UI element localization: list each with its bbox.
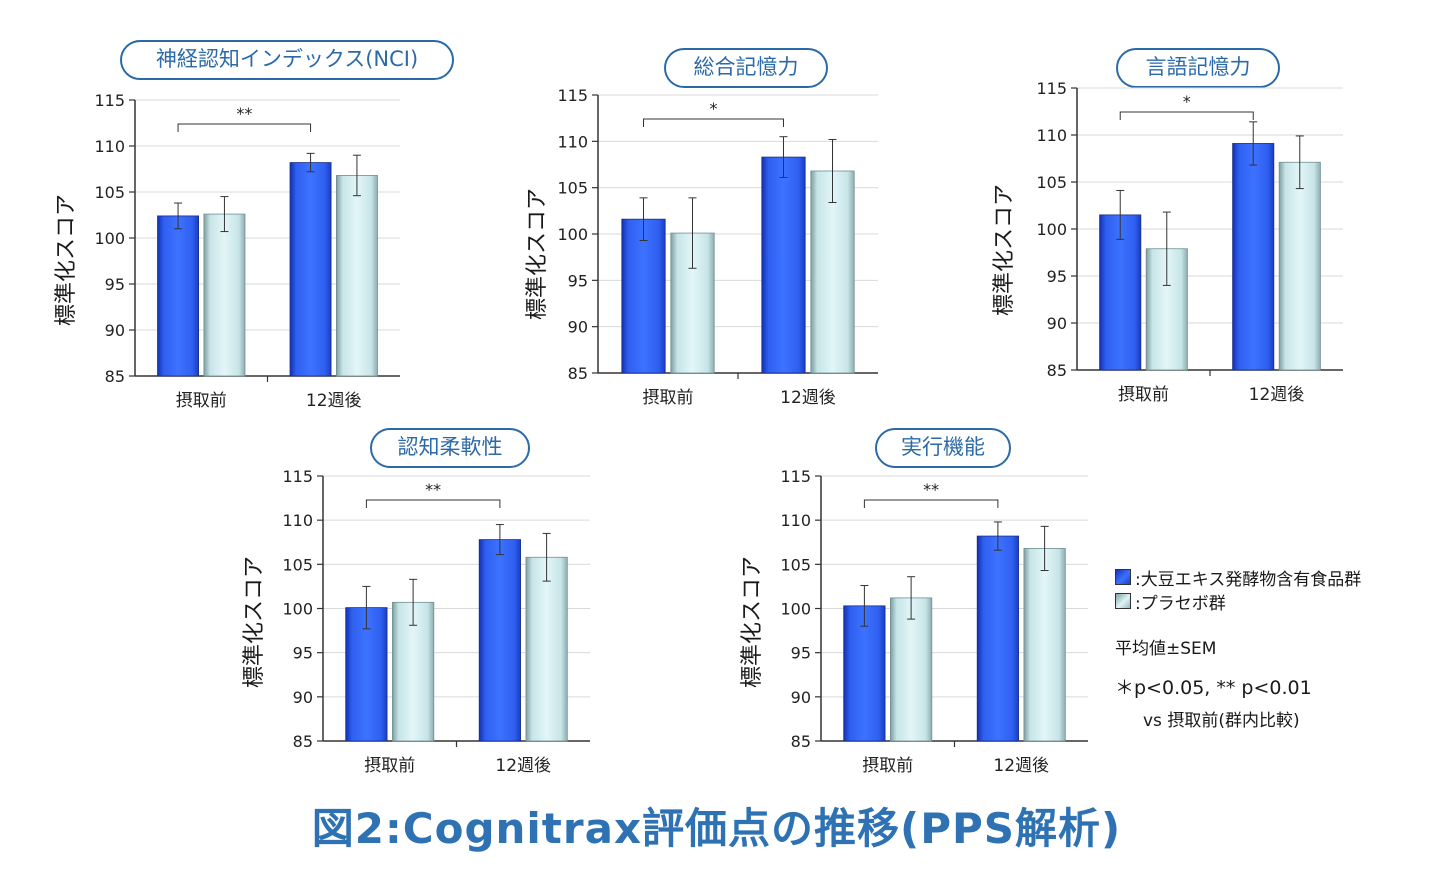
chart-verbal-memory: 言語記憶力 標準化スコア 85 90 95 100 105 110 115 摂取前 12週後 * [985, 40, 1405, 420]
bar-soy [1099, 214, 1142, 371]
y-tick-label: 105 [94, 183, 125, 202]
y-tick-label: 105 [282, 555, 313, 574]
note-comparison: vs 摂取前(群内比較) [1143, 711, 1300, 731]
chart-title: 神経認知インデックス(NCI) [120, 40, 454, 80]
y-tick-label: 95 [293, 644, 313, 663]
y-tick-label: 110 [282, 511, 313, 530]
y-tick-label: 115 [557, 86, 588, 105]
y-tick-label: 105 [1036, 173, 1067, 192]
y-tick-label: 90 [568, 318, 588, 337]
bar-soy [843, 605, 886, 742]
chart-executive-function: 実行機能 標準化スコア 85 90 95 100 105 110 115 摂取前 12週後 ** [733, 428, 1153, 808]
note-pvalues: ＊p<0.05, ** p<0.01 [1115, 677, 1312, 699]
bar-soy [1232, 143, 1275, 371]
y-tick-label: 85 [568, 364, 588, 383]
y-tick-label: 95 [1047, 267, 1067, 286]
chart-total-memory: 総合記憶力 標準化スコア 85 90 95 100 105 110 115 摂取前 12週後 * [518, 40, 938, 420]
bar-soy [621, 218, 666, 374]
bar-placebo [1023, 548, 1066, 742]
legend-label-soy: :大豆エキス発酵物含有食品群 [1135, 569, 1362, 590]
y-tick-label: 85 [293, 732, 313, 751]
significance-bracket [365, 499, 501, 508]
significance-bracket [643, 118, 784, 127]
bar-soy [761, 156, 806, 374]
x-tick-label: 12週後 [1249, 385, 1305, 405]
chart-plot: 85 90 95 100 105 110 115 摂取前 12週後 * [557, 86, 878, 408]
legend-label-placebo: :プラセボ群 [1135, 593, 1226, 614]
figure-title: 図2:Cognitrax評価点の推移(PPS解析) [311, 804, 1122, 853]
chart-plot: 85 90 95 100 105 110 115 摂取前 12週後 ** [282, 467, 590, 776]
bar-placebo [810, 170, 855, 374]
chart-title: 総合記憶力 [664, 48, 828, 88]
y-tick-label: 115 [282, 467, 313, 486]
significance-label: * [710, 99, 718, 118]
x-tick-label: 12週後 [993, 756, 1049, 776]
note-mean-sem: 平均値±SEM [1115, 639, 1217, 659]
bar-soy [157, 215, 200, 377]
x-tick-label: 12週後 [306, 391, 362, 411]
chart-title: 認知柔軟性 [370, 428, 530, 468]
y-tick-label: 90 [791, 688, 811, 707]
bar-placebo [890, 597, 933, 742]
chart-plot: 85 90 95 100 105 110 115 摂取前 12週後 * [1036, 79, 1343, 405]
legend-swatch-placebo [1115, 593, 1131, 609]
y-tick-label: 95 [568, 271, 588, 290]
y-tick-label: 85 [105, 367, 125, 386]
x-tick-label: 12週後 [780, 388, 836, 408]
x-tick-label: 摂取前 [364, 756, 415, 776]
legend-swatch-soy [1115, 569, 1131, 585]
bar-placebo [1278, 161, 1321, 371]
bar-placebo [203, 213, 246, 377]
y-tick-label: 100 [780, 600, 811, 619]
chart-plot: 85 90 95 100 105 110 115 摂取前 12週後 ** [780, 467, 1088, 776]
significance-bracket [1119, 111, 1254, 120]
chart-plot: 85 90 95 100 105 110 115 摂取前 12週後 ** [94, 91, 400, 411]
y-tick-label: 95 [791, 644, 811, 663]
bar-soy [345, 607, 388, 742]
y-tick-label: 85 [791, 732, 811, 751]
y-tick-label: 100 [94, 229, 125, 248]
y-tick-label: 115 [780, 467, 811, 486]
chart-nci: 神経認知インデックス(NCI) 標準化スコア 85 90 95 100 105 110 11… [40, 40, 460, 420]
y-tick-label: 100 [282, 600, 313, 619]
bar-placebo [1145, 248, 1188, 371]
x-tick-label: 摂取前 [176, 391, 227, 411]
chart-title: 実行機能 [875, 428, 1011, 468]
legend-item-soy: :大豆エキス発酵物含有食品群 [1115, 565, 1362, 590]
significance-bracket [177, 123, 312, 132]
y-tick-label: 90 [1047, 314, 1067, 333]
significance-bracket [863, 499, 999, 508]
y-tick-label: 105 [780, 555, 811, 574]
significance-label: ** [236, 104, 252, 123]
chart-title: 言語記憶力 [1116, 48, 1280, 88]
y-tick-label: 115 [1036, 79, 1067, 98]
y-tick-label: 100 [557, 225, 588, 244]
significance-label: ** [923, 480, 939, 499]
y-tick-label: 105 [557, 179, 588, 198]
y-tick-label: 110 [1036, 126, 1067, 145]
chart-cognitive-flexibility: 認知柔軟性 標準化スコア 85 90 95 100 105 110 115 摂取前 12週後 ** [235, 428, 655, 808]
x-tick-label: 12週後 [495, 756, 551, 776]
y-tick-label: 100 [1036, 220, 1067, 239]
y-tick-label: 90 [105, 321, 125, 340]
y-tick-label: 90 [293, 688, 313, 707]
bar-placebo [335, 175, 378, 377]
bar-soy [478, 539, 521, 742]
legend: :大豆エキス発酵物含有食品群 :プラセボ群 [1115, 565, 1362, 614]
y-tick-label: 95 [105, 275, 125, 294]
significance-label: ** [425, 480, 441, 499]
bar-soy [976, 535, 1019, 742]
x-tick-label: 摂取前 [643, 388, 694, 408]
y-tick-label: 110 [94, 137, 125, 156]
bar-placebo [525, 556, 568, 742]
y-tick-label: 110 [780, 511, 811, 530]
x-tick-label: 摂取前 [1118, 385, 1169, 405]
x-tick-label: 摂取前 [862, 756, 913, 776]
y-tick-label: 85 [1047, 361, 1067, 380]
significance-label: * [1183, 92, 1191, 111]
y-tick-label: 110 [557, 132, 588, 151]
bar-soy [289, 162, 332, 377]
y-tick-label: 115 [94, 91, 125, 110]
legend-item-placebo: :プラセボ群 [1115, 589, 1361, 614]
